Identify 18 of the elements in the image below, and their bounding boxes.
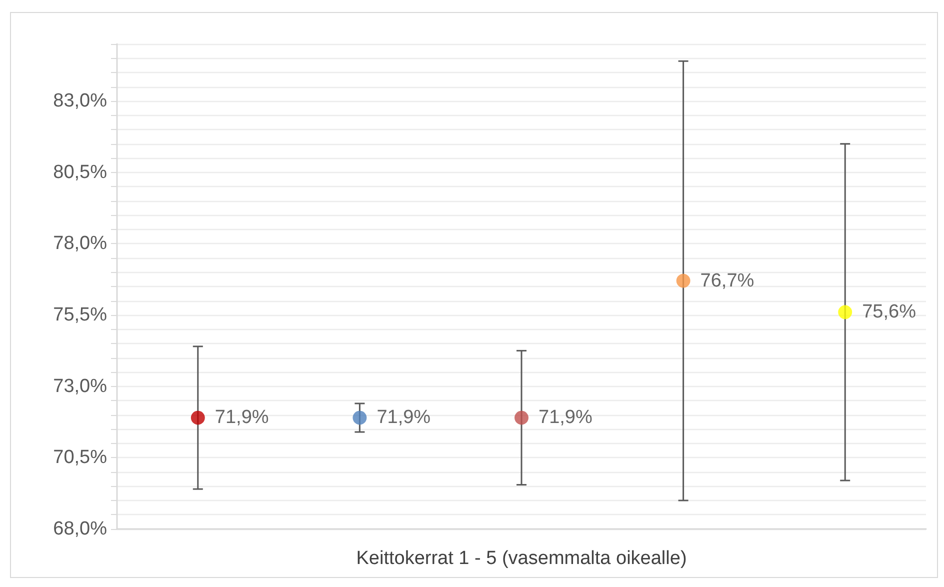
y-tick-label: 70,5% xyxy=(53,447,108,468)
point xyxy=(190,410,205,425)
point xyxy=(838,305,852,320)
point xyxy=(676,274,690,288)
y-tick-label: 83,0% xyxy=(53,90,108,112)
y-tick-label: 75,5% xyxy=(53,304,108,326)
point xyxy=(514,410,528,425)
data-label: 71,9% xyxy=(376,407,431,428)
data-label: 71,9% xyxy=(538,407,592,428)
y-tick-label: 80,5% xyxy=(53,162,108,183)
x-axis-title: Keittokerrat 1 - 5 (vasemmalta oikealle) xyxy=(356,548,687,569)
data-label: 75,6% xyxy=(862,302,916,323)
y-tick-label: 68,0% xyxy=(53,518,108,540)
y-tick-label: 73,0% xyxy=(53,376,108,397)
data-label: 71,9% xyxy=(214,407,269,428)
point xyxy=(352,410,367,425)
data-label: 76,7% xyxy=(700,270,754,292)
y-tick-label: 78,0% xyxy=(53,233,108,254)
